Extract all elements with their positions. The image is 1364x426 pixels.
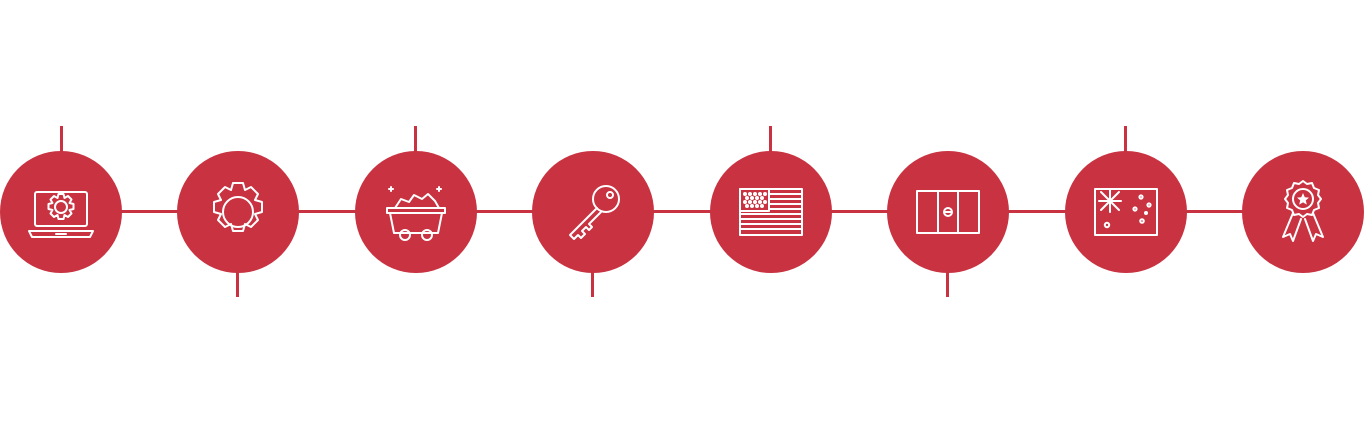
us-flag-icon — [739, 188, 803, 236]
mine-cart-icon — [386, 186, 446, 241]
stem-7 — [1124, 126, 1127, 152]
peru-flag-icon — [916, 190, 980, 234]
award-ribbon-icon — [1282, 180, 1324, 242]
stem-4 — [591, 271, 594, 297]
timeline-node-3 — [355, 151, 477, 273]
timeline-node-7 — [1065, 151, 1187, 273]
timeline-node-2 — [177, 151, 299, 273]
timeline-node-4 — [532, 151, 654, 273]
timeline-node-1 — [0, 151, 122, 273]
stem-2 — [236, 271, 239, 297]
laptop-gear-icon — [28, 191, 94, 238]
timeline-node-6 — [887, 151, 1009, 273]
stem-5 — [769, 126, 772, 152]
gear-icon — [213, 182, 263, 232]
key-icon — [569, 185, 620, 240]
stem-1 — [60, 126, 63, 152]
australia-flag-icon — [1094, 188, 1158, 236]
stem-6 — [946, 271, 949, 297]
timeline-node-8 — [1242, 151, 1364, 273]
timeline-connector-line — [60, 210, 1304, 213]
stem-3 — [414, 126, 417, 152]
timeline-node-5 — [710, 151, 832, 273]
